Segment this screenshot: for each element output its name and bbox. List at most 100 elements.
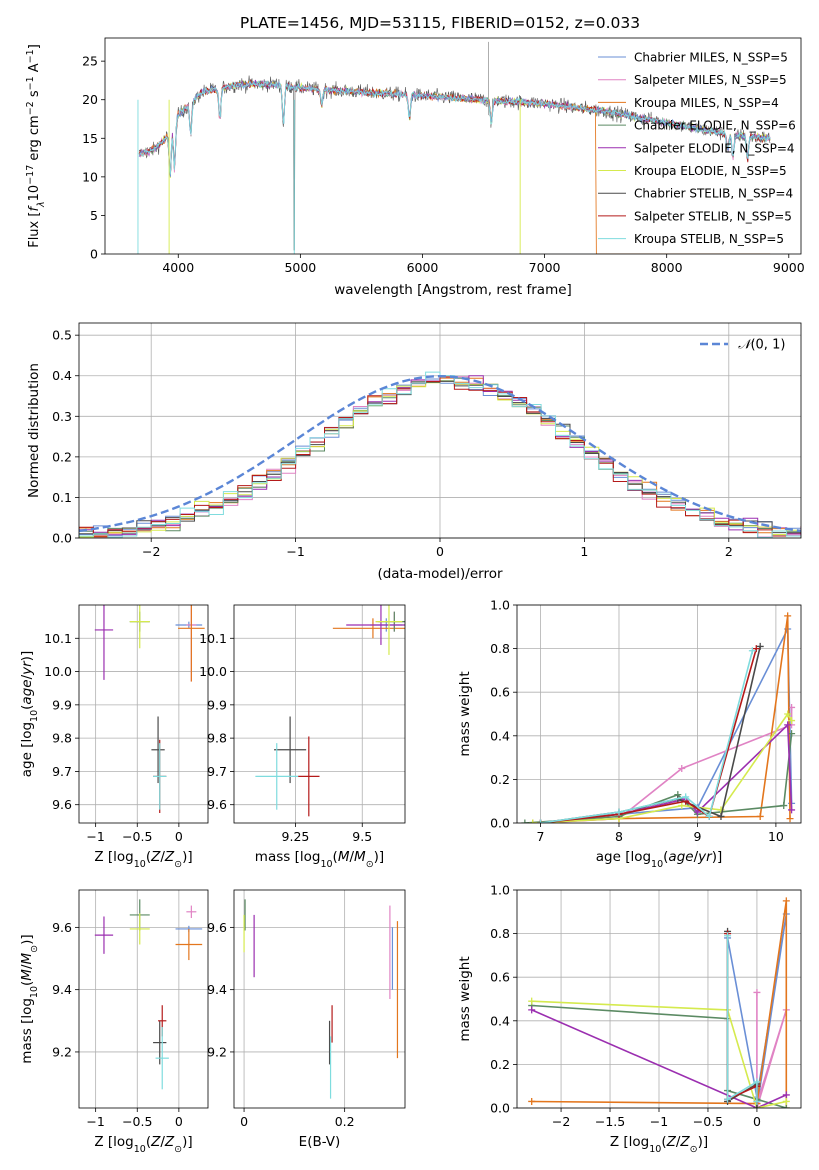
axes-frame bbox=[104, 37, 802, 255]
errorbar-kroupa_stelib bbox=[153, 743, 167, 810]
marker bbox=[788, 806, 796, 814]
y-tick-label: 9.2 bbox=[52, 1044, 72, 1059]
panel-3: −1 −0.5 0 9.6 9.7 9.8 9.9 10.0 10.1 Z [log10(Z/Z⊙… bbox=[19, 604, 209, 870]
x-tick-label: 1 bbox=[580, 544, 588, 559]
x-tick-label: −2 bbox=[142, 544, 160, 559]
axes-frame bbox=[516, 889, 802, 1109]
marker bbox=[529, 819, 537, 823]
y-axis-label: mass [log10(M/M⊙)] bbox=[19, 934, 40, 1063]
errorbar-kroupa_miles bbox=[332, 618, 405, 639]
marker bbox=[784, 721, 792, 729]
y-tick-label: 15 bbox=[82, 131, 98, 146]
x-tick-label: 0 bbox=[175, 1114, 183, 1129]
panel-7: 0 0.2 9.2 9.4 9.6 E(B-V) bbox=[207, 889, 406, 1150]
y-tick-label: 10.0 bbox=[44, 664, 72, 679]
marker bbox=[780, 802, 788, 810]
x-tick-label: 9.25 bbox=[282, 829, 310, 844]
panel-6: −1 −0.5 0 9.2 9.4 9.6 Z [log10(Z/Z⊙)] mass [log… bbox=[19, 889, 209, 1155]
x-tick-label: −0.5 bbox=[122, 1114, 152, 1129]
legend: Chabrier MILES, N_SSP=5 Salpeter MILES, N… bbox=[598, 51, 796, 246]
errorbar-salpeter_miles bbox=[186, 905, 197, 919]
x-tick-label: 7 bbox=[537, 829, 545, 844]
x-tick-label: 6000 bbox=[407, 260, 439, 275]
errorbar-chabrier_stelib bbox=[153, 1020, 167, 1065]
marker bbox=[786, 815, 794, 823]
errorbar-kroupa_elodie bbox=[375, 605, 403, 655]
panel-2: −2 −1 0 1 2 0.0 0.1 0.2 0.3 0.4 0.5 (data-model)/er… bbox=[26, 322, 802, 582]
errorbar-kroupa_stelib bbox=[255, 743, 299, 810]
y-tick-label: 0.8 bbox=[490, 926, 510, 941]
marker bbox=[753, 1078, 761, 1086]
x-axis-label: Z [log10(Z/Z⊙)] bbox=[94, 1134, 192, 1155]
marker bbox=[615, 808, 623, 816]
axes-frame bbox=[233, 604, 406, 824]
x-axis-label: wavelength [Angstrom, rest frame] bbox=[334, 282, 572, 298]
x-tick-label: −1.5 bbox=[595, 1114, 625, 1129]
x-axis-label: E(B-V) bbox=[299, 1134, 341, 1150]
y-tick-label: 9.4 bbox=[52, 982, 72, 997]
y-tick-label: 9.4 bbox=[207, 982, 227, 997]
x-axis-label: Z [log10(Z/Z⊙)] bbox=[94, 849, 192, 870]
y-tick-label: 0.6 bbox=[490, 970, 510, 985]
panel-4: 9.25 9.5 9.6 9.7 9.8 9.9 10.0 10.1 mass [log10(M… bbox=[199, 604, 406, 870]
mass-weight-kroupa_elodie bbox=[531, 1000, 787, 1108]
marker bbox=[748, 647, 756, 655]
spectrum-kroupa_miles bbox=[139, 80, 771, 254]
y-tick-label: 10.1 bbox=[199, 631, 227, 646]
y-tick-label: 25 bbox=[82, 54, 98, 69]
y-tick-label: 9.7 bbox=[52, 764, 72, 779]
legend-label: Chabrier ELODIE, N_SSP=6 bbox=[634, 119, 796, 133]
panel-1: 4000 5000 6000 7000 8000 9000 0 5 10 15 20 25 PLATE=… bbox=[25, 14, 805, 298]
spectrum-kroupa_stelib bbox=[138, 80, 771, 175]
marker bbox=[724, 932, 732, 940]
x-tick-label: 0 bbox=[175, 829, 183, 844]
marker bbox=[753, 1097, 761, 1105]
x-tick-label: 0 bbox=[436, 544, 444, 559]
y-tick-label: 0.8 bbox=[490, 641, 510, 656]
y-tick-label: 0 bbox=[90, 247, 98, 262]
y-tick-label: 0.0 bbox=[490, 1101, 510, 1116]
marker bbox=[756, 642, 764, 650]
y-tick-label: 20 bbox=[82, 92, 98, 107]
y-tick-label: 10 bbox=[82, 169, 98, 184]
legend-label: Kroupa ELODIE, N_SSP=5 bbox=[634, 164, 787, 178]
errorbar-salpeter_stelib bbox=[298, 736, 320, 817]
legend-label: Salpeter STELIB, N_SSP=5 bbox=[634, 209, 792, 223]
mass-weight-chabrier_elodie bbox=[524, 733, 793, 823]
marker bbox=[537, 819, 545, 823]
legend-label: Salpeter ELODIE, N_SSP=4 bbox=[634, 141, 795, 155]
normal-curve bbox=[79, 374, 801, 533]
plot-area bbox=[255, 605, 405, 817]
errorbar-kroupa_miles bbox=[175, 928, 203, 961]
x-tick-label: −0.5 bbox=[122, 829, 152, 844]
marker bbox=[782, 1097, 790, 1105]
errorbar-kroupa_stelib bbox=[155, 1027, 169, 1090]
marker bbox=[782, 897, 790, 905]
marker bbox=[528, 997, 536, 1005]
y-tick-label: 9.6 bbox=[52, 797, 72, 812]
x-tick-label: 0 bbox=[240, 1114, 248, 1129]
marker bbox=[782, 1091, 790, 1099]
x-tick-label: 9.5 bbox=[352, 829, 372, 844]
y-tick-label: 9.9 bbox=[52, 697, 72, 712]
mass-weight-chabrier_stelib bbox=[540, 646, 761, 823]
y-tick-label: 9.2 bbox=[207, 1044, 227, 1059]
y-tick-label: 0.4 bbox=[490, 728, 510, 743]
y-tick-label: 0.4 bbox=[52, 368, 72, 383]
plot-area bbox=[79, 371, 801, 538]
marker bbox=[724, 1095, 732, 1103]
marker bbox=[678, 802, 686, 810]
y-axis-label: Normed distribution bbox=[26, 363, 42, 498]
x-tick-label: 5000 bbox=[284, 260, 316, 275]
y-tick-label: 9.6 bbox=[52, 920, 72, 935]
y-axis-label: Flux [fλ10−17 erg cm−2 s−1 A−1] bbox=[25, 44, 47, 248]
plot-area bbox=[243, 899, 399, 1099]
y-axis-label: age [log10(age/yr)] bbox=[19, 651, 40, 777]
axes-frame bbox=[233, 889, 406, 1109]
marker bbox=[788, 717, 796, 725]
y-tick-label: 1.0 bbox=[490, 598, 510, 613]
x-axis-label: Z [log10(Z/Z⊙)] bbox=[610, 1134, 708, 1155]
marker bbox=[717, 812, 725, 820]
errorbar-chabrier_stelib bbox=[274, 716, 307, 784]
x-axis-label: age [log10(age/yr)] bbox=[596, 849, 722, 870]
